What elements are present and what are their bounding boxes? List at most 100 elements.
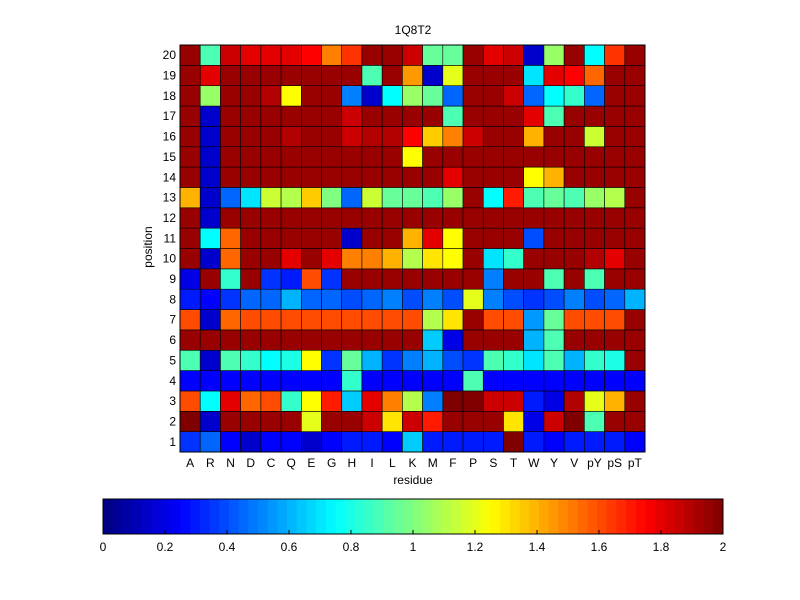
colorbar-segment [383,499,395,534]
heatmap-cell [280,126,302,148]
heatmap-cell [584,105,605,127]
heatmap-cell [341,146,363,168]
heatmap-cell [341,105,363,127]
heatmap-cell [179,349,201,371]
heatmap-cell [341,431,363,453]
heatmap-cell [381,207,403,229]
heatmap-cell [442,410,464,432]
heatmap-cell [280,187,302,209]
heatmap-cell [301,44,322,66]
heatmap-cell [543,309,565,331]
heatmap-cell [523,410,545,432]
colorbar-tick-label: 0.2 [157,540,174,554]
heatmap-cell [240,146,262,168]
heatmap-cell [543,248,565,270]
colorbar-tick-label: 1.4 [529,540,546,554]
heatmap-cell [321,44,343,66]
heatmap-cell [361,410,383,432]
heatmap-cell [604,227,626,249]
heatmap-cell [381,349,403,371]
colorbar-segment [616,499,627,534]
colorbar-tick-label: 1.2 [467,540,484,554]
colorbar-tick-label: 2 [720,540,727,554]
heatmap-cell [321,248,343,270]
heatmap-cell [624,146,646,168]
heatmap-cell [482,44,504,66]
colorbar-segment [635,499,646,534]
heatmap-cell [240,166,262,188]
x-tick-label: R [206,456,215,470]
heatmap-cell [220,207,241,229]
heatmap-cell [624,288,646,310]
heatmap-cell [563,65,585,86]
heatmap-cell [482,65,504,86]
colorbar-segment [316,499,327,534]
heatmap-cell [482,390,504,412]
x-tick-label: W [528,456,540,470]
heatmap-cell [523,105,545,127]
heatmap-cell [179,146,201,168]
heatmap-cell [280,410,302,432]
heatmap-cell [543,349,565,371]
heatmap-cell [422,85,444,107]
colorbar-tick-label: 1.6 [591,540,608,554]
heatmap-cell [361,166,383,188]
heatmap-cell [584,166,605,188]
heatmap-cell [482,166,504,188]
y-tick-label: 17 [163,109,177,123]
heatmap-cell [462,187,484,209]
heatmap-cell [422,410,444,432]
heatmap-cell [240,370,262,392]
heatmap-cell [301,268,322,290]
heatmap-cell [624,126,646,148]
heatmap-cell [462,268,484,290]
heatmap-cell [361,288,383,310]
heatmap-cell [260,65,282,86]
x-tick-label: V [570,456,578,470]
heatmap-cell [543,370,565,392]
heatmap-cell [240,105,262,127]
heatmap-cell [604,105,626,127]
colorbar-segment [568,499,579,534]
heatmap-cell [563,248,585,270]
heatmap-cell [381,329,403,351]
heatmap-cell [584,390,605,412]
colorbar-segment [519,499,530,534]
heatmap-cell [462,431,484,453]
colorbar-segment [674,499,685,534]
heatmap-cell [482,410,504,432]
heatmap-cell [381,187,403,209]
heatmap-cell [240,288,262,310]
x-axis-label: residue [393,473,433,487]
heatmap-cell [624,349,646,371]
heatmap-cell [584,370,605,392]
heatmap-cell [301,227,322,249]
heatmap-cell [280,390,302,412]
heatmap-cell [563,207,585,229]
heatmap-cell [543,126,565,148]
heatmap-cell [422,370,444,392]
colorbar-segment [684,499,695,534]
heatmap-cell [462,227,484,249]
heatmap-cell [503,85,524,107]
x-tick-label: pT [628,456,643,470]
heatmap-cell [199,288,221,310]
heatmap-cell [402,207,423,229]
heatmap-cell [301,390,322,412]
heatmap-cell [260,227,282,249]
heatmap-cell [321,105,343,127]
heatmap-cell [381,44,403,66]
y-tick-label: 3 [169,394,176,408]
heatmap-cell [199,349,221,371]
heatmap-cell [179,105,201,127]
colorbar-segment [141,499,152,534]
heatmap-cell [179,370,201,392]
heatmap-cell [220,390,241,412]
heatmap-cell [361,309,383,331]
heatmap-cell [402,349,423,371]
heatmap-cell [381,105,403,127]
colorbar-segment [558,499,569,534]
heatmap-cell [220,85,241,107]
heatmap-cell [321,207,343,229]
heatmap-cell [280,431,302,453]
